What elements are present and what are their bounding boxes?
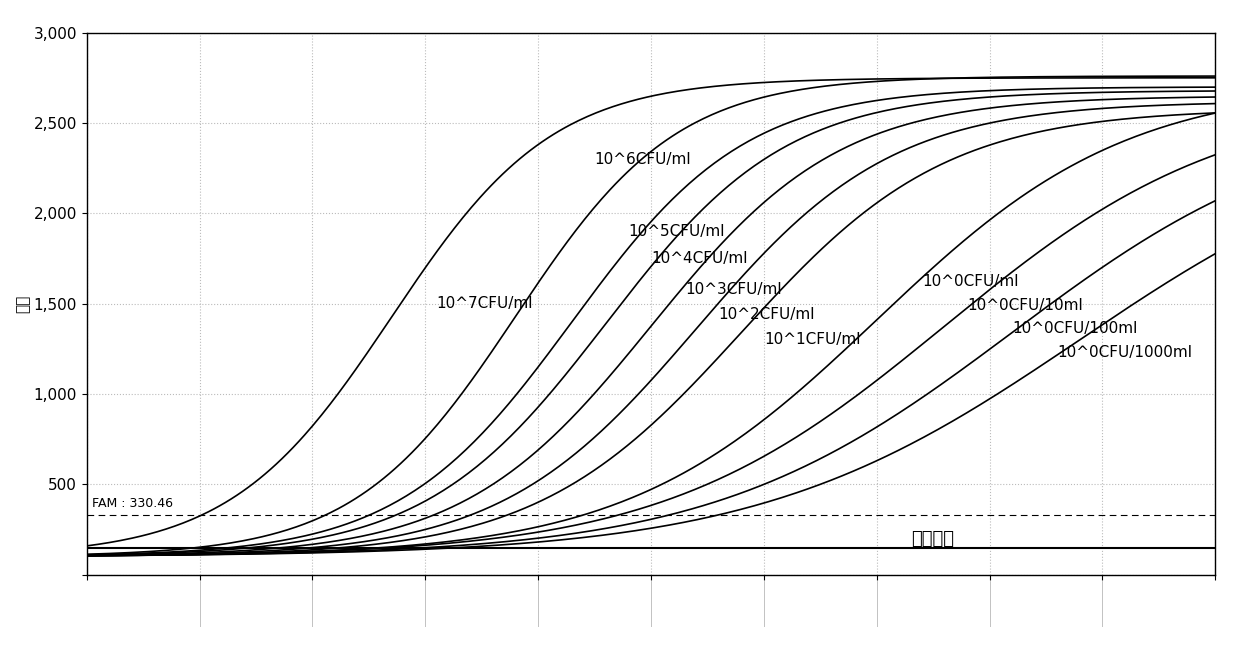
Text: 10^5CFU/ml: 10^5CFU/ml	[629, 224, 725, 239]
Text: 10^0CFU/1000ml: 10^0CFU/1000ml	[1058, 345, 1192, 360]
Text: 阴性对照: 阴性对照	[911, 530, 955, 547]
Text: 10^0CFU/ml: 10^0CFU/ml	[921, 274, 1018, 289]
Y-axis label: 荧光: 荧光	[16, 295, 31, 313]
Text: 10^0CFU/10ml: 10^0CFU/10ml	[967, 298, 1083, 313]
Text: 10^2CFU/ml: 10^2CFU/ml	[719, 307, 815, 322]
Text: 10^0CFU/100ml: 10^0CFU/100ml	[1012, 321, 1137, 336]
Text: 10^1CFU/ml: 10^1CFU/ml	[764, 332, 861, 347]
Text: 10^6CFU/ml: 10^6CFU/ml	[595, 151, 691, 167]
Text: 10^4CFU/ml: 10^4CFU/ml	[651, 251, 748, 266]
Text: 10^3CFU/ml: 10^3CFU/ml	[684, 281, 781, 296]
Text: 10^7CFU/ml: 10^7CFU/ml	[436, 296, 533, 311]
Text: FAM : 330.46: FAM : 330.46	[93, 496, 174, 509]
